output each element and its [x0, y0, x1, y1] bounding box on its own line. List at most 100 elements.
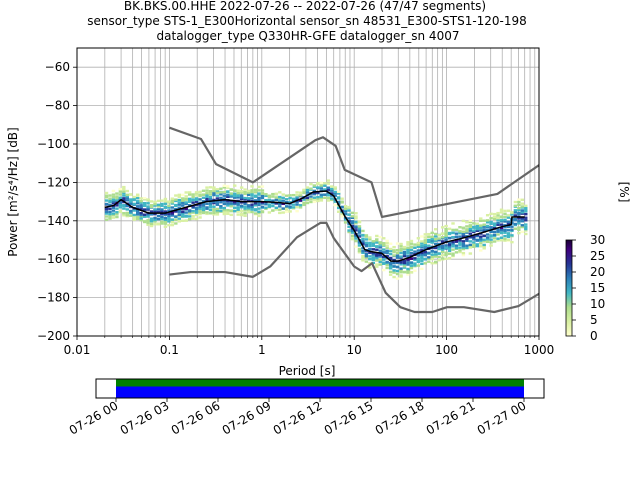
heatmap-cell	[361, 256, 365, 260]
heatmap-cell	[111, 193, 116, 196]
heatmap-cell	[510, 225, 514, 228]
heatmap-cell	[343, 205, 348, 208]
heatmap-cell	[239, 191, 244, 194]
heatmap-cell	[465, 225, 469, 228]
heatmap-cell	[236, 191, 240, 195]
heatmap-cell	[129, 193, 133, 196]
heatmap-cell	[149, 222, 154, 226]
heatmap-cell	[350, 215, 355, 218]
heatmap-cell	[264, 203, 268, 206]
heatmap-cell	[267, 203, 272, 206]
heatmap-cell	[246, 189, 251, 193]
heatmap-cell	[156, 217, 161, 221]
heatmap-cell	[212, 200, 216, 204]
heatmap-cell	[122, 191, 126, 195]
heatmap-cell	[433, 254, 438, 258]
heatmap-cell	[340, 212, 344, 216]
heatmap-cell	[482, 228, 486, 231]
heatmap-cell	[257, 196, 261, 200]
heatmap-cell	[160, 210, 164, 213]
heatmap-cell	[375, 248, 379, 251]
heatmap-cell	[510, 240, 514, 244]
heatmap-cell	[226, 212, 230, 215]
heatmap-cell	[212, 213, 216, 216]
heatmap-cell	[354, 245, 358, 248]
heatmap-cell	[149, 224, 154, 228]
heatmap-cell	[125, 193, 130, 197]
heatmap-cell	[302, 188, 306, 192]
coverage-tick-label: 07-26 03	[118, 398, 172, 437]
heatmap-cell	[382, 251, 386, 254]
heatmap-cell	[330, 194, 334, 197]
coverage-gap-free-bar	[116, 386, 524, 398]
heatmap-cell	[208, 206, 213, 209]
heatmap-cell	[191, 195, 195, 198]
heatmap-cell	[146, 205, 150, 208]
heatmap-cell	[506, 220, 511, 223]
heatmap-cell	[305, 188, 310, 192]
heatmap-cell	[395, 277, 400, 280]
heatmap-cell	[479, 235, 483, 238]
heatmap-cell	[496, 223, 500, 226]
heatmap-cell	[347, 209, 351, 212]
heatmap-cell	[430, 231, 434, 235]
heatmap-cell	[447, 231, 452, 235]
heatmap-cell	[375, 263, 379, 266]
heatmap-cell	[451, 228, 455, 232]
heatmap-cell	[153, 202, 157, 206]
heatmap-cell	[129, 211, 133, 215]
heatmap-cell	[420, 255, 424, 258]
heatmap-cell	[479, 219, 483, 223]
heatmap-cell	[406, 261, 410, 264]
heatmap-cell	[187, 209, 192, 212]
heatmap-cell	[108, 207, 112, 210]
heatmap-cell	[205, 211, 209, 214]
heatmap-cell	[205, 189, 209, 192]
heatmap-cell	[496, 228, 500, 231]
heatmap-cell	[167, 206, 171, 209]
heatmap-cell	[409, 245, 414, 248]
heatmap-cell	[492, 215, 497, 219]
heatmap-cell	[136, 211, 140, 214]
heatmap-cell	[288, 205, 292, 208]
heatmap-cell	[104, 210, 109, 214]
heatmap-cell	[212, 189, 216, 193]
heatmap-cell	[517, 226, 521, 229]
heatmap-cell	[385, 254, 389, 258]
heatmap-cell	[468, 240, 473, 243]
heatmap-cell	[184, 219, 188, 222]
heatmap-cell	[108, 215, 112, 218]
low-noise-model-line	[169, 221, 539, 314]
heatmap-cell	[104, 206, 109, 210]
heatmap-cell	[295, 203, 299, 206]
heatmap-cell	[250, 205, 254, 209]
heatmap-cell	[205, 207, 209, 210]
heatmap-cell	[437, 259, 441, 262]
heatmap-cell	[451, 240, 455, 244]
heatmap-cell	[205, 197, 209, 201]
heatmap-cell	[163, 210, 168, 213]
heatmap-cell	[517, 217, 521, 220]
heatmap-cell	[423, 245, 427, 248]
heatmap-cell	[146, 213, 150, 216]
heatmap-cell	[468, 220, 473, 224]
heatmap-cell	[413, 262, 417, 265]
heatmap-cell	[233, 196, 237, 199]
heatmap-cell	[260, 196, 265, 200]
heatmap-cell	[479, 226, 483, 230]
heatmap-cell	[392, 275, 396, 279]
heatmap-cell	[402, 266, 407, 269]
heatmap-cell	[496, 219, 500, 222]
heatmap-cell	[454, 244, 459, 247]
heatmap-cell	[108, 197, 112, 200]
heatmap-cell	[416, 257, 421, 260]
heatmap-cell	[371, 258, 376, 262]
heatmap-cell	[524, 219, 528, 222]
heatmap-cell	[506, 214, 511, 217]
heatmap-cell	[184, 214, 188, 217]
heatmap-cell	[465, 231, 469, 234]
heatmap-cell	[492, 233, 497, 236]
heatmap-cell	[309, 182, 313, 186]
heatmap-cell	[205, 206, 209, 209]
heatmap-cell	[482, 245, 486, 249]
